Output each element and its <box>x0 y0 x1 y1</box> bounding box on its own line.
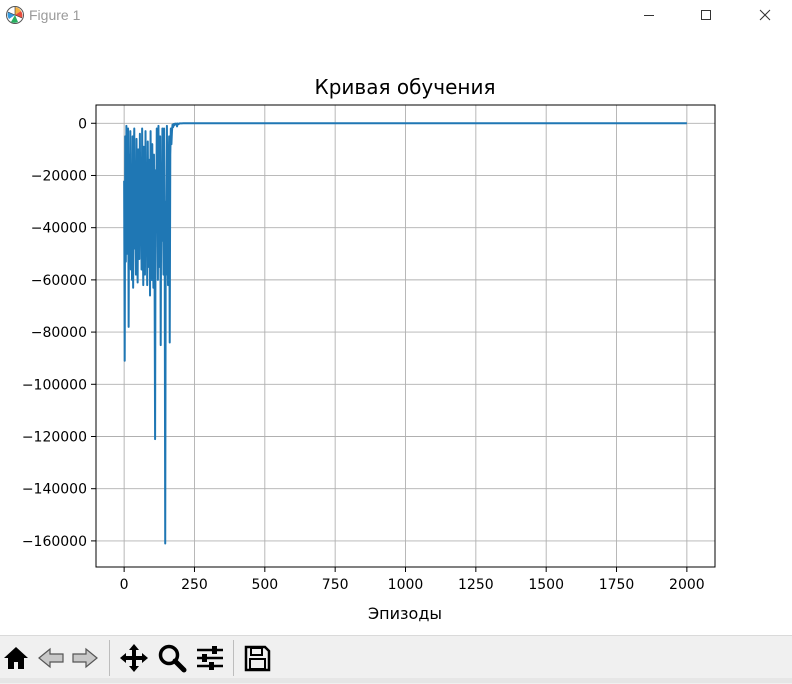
y-tick-label: −40000 <box>31 221 87 237</box>
navigation-toolbar <box>0 635 792 684</box>
y-tick-label: −160000 <box>22 534 87 550</box>
window-title: Figure 1 <box>29 7 81 23</box>
x-tick-label: 1250 <box>458 577 494 593</box>
x-tick-label: 500 <box>251 577 278 593</box>
minimize-icon <box>644 15 654 16</box>
save-button[interactable] <box>241 642 273 674</box>
home-button[interactable] <box>0 642 32 674</box>
x-tick-label: 1000 <box>388 577 424 593</box>
maximize-icon <box>701 10 711 20</box>
x-tick-label: 1500 <box>528 577 564 593</box>
y-tick-label: −120000 <box>22 429 87 445</box>
zoom-icon <box>158 644 187 673</box>
y-tick-label: −60000 <box>31 273 87 289</box>
chart: 0 250 500 750 1000 1250 1500 1750 2000 0 −20000 −4… <box>22 75 716 623</box>
series-line-0 <box>123 122 687 545</box>
save-icon <box>244 645 271 672</box>
pan-button[interactable] <box>118 642 150 674</box>
figure-canvas[interactable]: 0 250 500 750 1000 1250 1500 1750 2000 0 −20000 −4… <box>0 30 792 635</box>
close-button[interactable] <box>742 0 788 30</box>
maximize-button[interactable] <box>683 0 729 30</box>
configure-subplots-icon <box>197 646 223 670</box>
x-tick-label: 250 <box>181 577 208 593</box>
plot-area <box>123 122 687 545</box>
y-tick-label: 0 <box>78 116 87 132</box>
back-button[interactable] <box>35 642 67 674</box>
window-title-bar[interactable]: Figure 1 <box>0 0 792 30</box>
toolbar-separator <box>109 640 110 676</box>
pan-icon <box>120 644 148 672</box>
matplotlib-logo-icon <box>6 6 24 24</box>
x-axis: 0 250 500 750 1000 1250 1500 1750 2000 <box>120 567 705 593</box>
zoom-button[interactable] <box>156 642 188 674</box>
grid <box>96 105 715 567</box>
x-axis-label: Эпизоды <box>368 604 442 623</box>
window-bottom-edge <box>0 678 792 683</box>
chart-title: Кривая обучения <box>315 75 496 99</box>
x-tick-label: 1750 <box>599 577 635 593</box>
x-tick-label: 0 <box>120 577 129 593</box>
home-icon <box>4 647 28 669</box>
toolbar-separator <box>233 640 234 676</box>
minimize-button[interactable] <box>626 0 672 30</box>
y-tick-label: −20000 <box>31 168 87 184</box>
y-tick-label: −140000 <box>22 482 87 498</box>
configure-subplots-button[interactable] <box>194 642 226 674</box>
x-tick-label: 2000 <box>669 577 705 593</box>
close-icon <box>759 9 771 21</box>
x-tick-label: 750 <box>322 577 349 593</box>
back-arrow-icon <box>38 647 64 669</box>
y-tick-label: −100000 <box>22 377 87 393</box>
y-tick-label: −80000 <box>31 325 87 341</box>
y-axis: 0 −20000 −40000 −60000 −80000 −100000 −120000 −… <box>22 116 96 550</box>
forward-button[interactable] <box>69 642 101 674</box>
forward-arrow-icon <box>72 647 98 669</box>
